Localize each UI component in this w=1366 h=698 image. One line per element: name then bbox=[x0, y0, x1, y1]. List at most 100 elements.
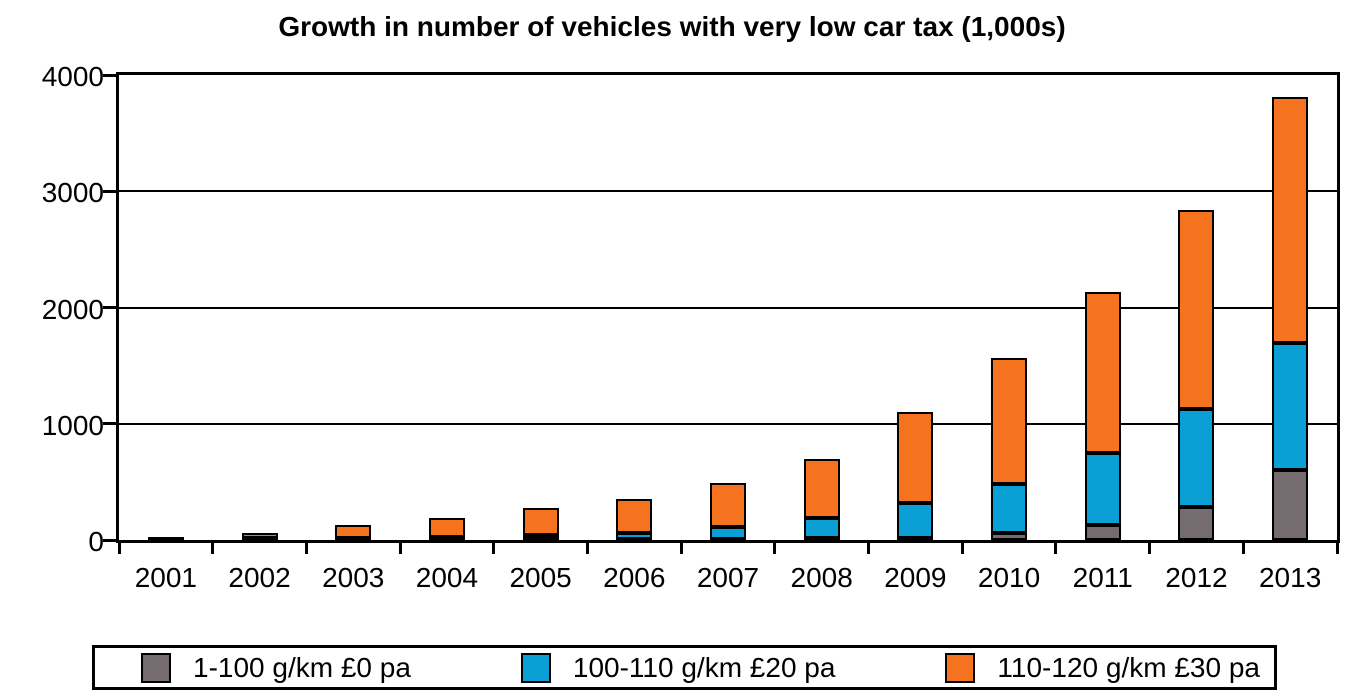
bar-segment-2009-series1 bbox=[897, 502, 934, 538]
bar-segment-2012-series0 bbox=[1178, 506, 1215, 540]
bar-segment-2002-series0 bbox=[241, 539, 278, 540]
stacked-bar-2007 bbox=[710, 482, 746, 540]
stacked-bar-2008 bbox=[803, 458, 840, 540]
x-axis-label: 2009 bbox=[884, 562, 947, 593]
bar-segment-2010-series1 bbox=[991, 484, 1028, 534]
stacked-bar-2009 bbox=[897, 412, 934, 540]
legend-item-band-0: 1-100 g/km £0 pa bbox=[141, 652, 411, 684]
bar-segment-2002-series1 bbox=[241, 538, 278, 540]
bar-segment-2011-series1 bbox=[1084, 452, 1121, 525]
y-axis-tick bbox=[103, 306, 116, 309]
bar-segment-2004-series0 bbox=[428, 539, 465, 540]
bar-segment-2012-series1 bbox=[1178, 408, 1215, 507]
legend-swatch-blue bbox=[520, 652, 551, 683]
y-axis-label: 1000 bbox=[41, 409, 104, 441]
bar-segment-2008-series0 bbox=[803, 538, 840, 540]
x-axis-tick bbox=[304, 543, 308, 554]
x-axis-label: 2008 bbox=[790, 562, 853, 593]
stacked-bar-2011 bbox=[1084, 292, 1121, 540]
y-axis-label: 0 bbox=[88, 526, 104, 557]
stacked-bar-2012 bbox=[1178, 209, 1215, 540]
plot-area bbox=[103, 73, 1339, 554]
bar-segment-2013-series1 bbox=[1272, 342, 1309, 471]
stacked-bar-2010 bbox=[991, 357, 1028, 540]
bar-segment-2011-series0 bbox=[1084, 524, 1121, 540]
y-axis-tick bbox=[103, 422, 116, 426]
legend: 1-100 g/km £0 pa 100-110 g/km £20 pa 110… bbox=[92, 645, 1277, 690]
x-axis-tick bbox=[1054, 543, 1058, 554]
bar-segment-2006-series0 bbox=[616, 538, 653, 540]
bar-segment-2007-series0 bbox=[710, 538, 746, 540]
bar-segment-2008-series2 bbox=[803, 458, 840, 518]
y-axis-label: 2000 bbox=[41, 293, 104, 325]
bar-segment-2010-series0 bbox=[991, 533, 1028, 540]
bar-segment-2002-series2 bbox=[241, 533, 278, 539]
bar-segment-2013-series0 bbox=[1272, 470, 1309, 540]
x-axis-tick bbox=[679, 543, 683, 554]
x-axis-label: 2003 bbox=[322, 562, 385, 593]
bar-segment-2013-series2 bbox=[1272, 96, 1309, 343]
stacked-bar-2003 bbox=[335, 525, 372, 540]
stacked-bar-2001 bbox=[147, 537, 184, 540]
x-axis-label: 2002 bbox=[228, 562, 291, 593]
x-axis-tick bbox=[398, 543, 402, 554]
stacked-bar-2002 bbox=[241, 533, 278, 540]
gridline-3000 bbox=[119, 190, 1337, 193]
x-axis-label: 2012 bbox=[1165, 562, 1228, 593]
x-axis-tick bbox=[492, 543, 496, 554]
bar-segment-2004-series2 bbox=[428, 517, 465, 537]
gridline-2000 bbox=[119, 306, 1337, 309]
legend-swatch-orange bbox=[945, 652, 976, 683]
x-axis-tick bbox=[773, 543, 777, 554]
y-axis-tick bbox=[103, 189, 116, 193]
bar-segment-2007-series2 bbox=[710, 482, 746, 527]
x-axis-label: 2007 bbox=[696, 562, 760, 593]
bar-segment-2003-series1 bbox=[335, 538, 372, 540]
bar-segment-2004-series1 bbox=[428, 536, 465, 540]
bar-segment-2003-series0 bbox=[335, 539, 372, 540]
x-axis-tick bbox=[867, 543, 871, 554]
stacked-bar-2005 bbox=[522, 508, 559, 540]
x-axis-tick bbox=[960, 543, 964, 554]
stacked-bar-2006 bbox=[616, 498, 653, 540]
bar-segment-2010-series2 bbox=[991, 357, 1028, 485]
stacked-bar-2004 bbox=[428, 517, 465, 540]
x-axis-label: 2004 bbox=[415, 562, 479, 593]
gridline-1000 bbox=[119, 422, 1337, 425]
bar-segment-2001-series0 bbox=[147, 539, 184, 540]
stacked-bar-2013 bbox=[1272, 96, 1309, 540]
y-axis-tick bbox=[103, 538, 116, 542]
bar-segment-2005-series0 bbox=[522, 538, 559, 540]
bar-segment-2006-series1 bbox=[616, 533, 653, 539]
x-axis-tick bbox=[117, 543, 121, 554]
bar-segment-2008-series1 bbox=[803, 517, 840, 539]
x-axis-label: 2013 bbox=[1258, 562, 1322, 593]
legend-label: 110-120 g/km £30 pa bbox=[997, 651, 1260, 683]
bar-segment-2005-series1 bbox=[522, 534, 559, 539]
bar-segment-2006-series2 bbox=[616, 498, 653, 534]
legend-swatch-gray bbox=[141, 652, 171, 683]
legend-item-band-1: 100-110 g/km £20 pa bbox=[520, 651, 836, 684]
x-axis-tick bbox=[1148, 543, 1152, 554]
x-axis-label: 2005 bbox=[509, 562, 572, 593]
bar-segment-2009-series2 bbox=[897, 412, 934, 503]
y-axis-tick bbox=[103, 73, 116, 77]
bar-segment-2001-series1 bbox=[147, 538, 184, 540]
bar-segment-2005-series2 bbox=[522, 508, 559, 535]
x-axis-tick bbox=[585, 543, 589, 554]
legend-item-band-2: 110-120 g/km £30 pa bbox=[945, 652, 1260, 684]
bar-segment-2009-series0 bbox=[897, 537, 934, 540]
x-axis-label: 2010 bbox=[977, 562, 1041, 593]
x-axis-label: 2001 bbox=[134, 562, 197, 593]
x-axis-label: 2011 bbox=[1072, 562, 1133, 593]
y-axis-label: 3000 bbox=[41, 177, 104, 209]
bar-segment-2012-series2 bbox=[1178, 209, 1215, 409]
chart-title: Growth in number of vehicles with very l… bbox=[278, 11, 1066, 42]
bar-segment-2007-series1 bbox=[710, 526, 746, 539]
x-axis-tick bbox=[1335, 543, 1339, 554]
legend-label: 100-110 g/km £20 pa bbox=[572, 651, 836, 683]
x-axis-label: 2006 bbox=[603, 562, 666, 593]
bar-segment-2001-series2 bbox=[147, 537, 184, 539]
bar-segment-2003-series2 bbox=[335, 525, 372, 539]
